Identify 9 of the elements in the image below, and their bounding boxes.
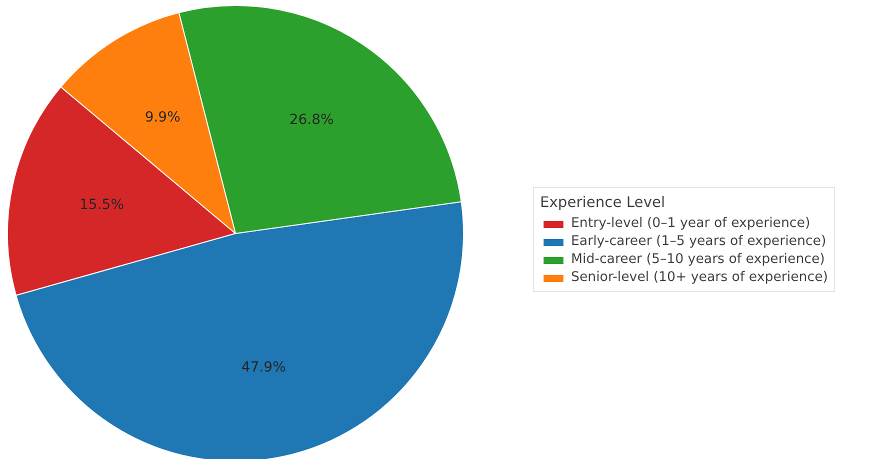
data-label: 15.5% [80, 196, 124, 213]
legend-label: Mid-career (5–10 years of experience) [571, 252, 825, 267]
legend-title: Experience Level [540, 194, 666, 211]
data-label: 26.8% [289, 112, 334, 128]
legend-label: Senior-level (10+ years of experience) [571, 270, 828, 285]
data-label: 9.9% [144, 110, 180, 126]
data-label: 47.9% [241, 359, 286, 376]
legend-label: Early-career (1–5 years of experience) [571, 234, 826, 249]
legend-label: Entry-level (0–1 year of experience) [571, 216, 810, 231]
